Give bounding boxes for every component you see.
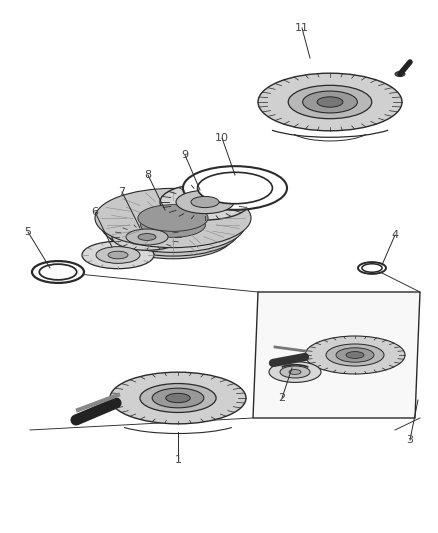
Ellipse shape [269, 361, 321, 382]
Ellipse shape [198, 172, 272, 204]
Ellipse shape [305, 336, 405, 374]
Ellipse shape [138, 205, 208, 231]
Ellipse shape [112, 224, 182, 251]
Text: 8: 8 [145, 170, 152, 180]
Ellipse shape [303, 91, 357, 113]
Ellipse shape [113, 213, 233, 259]
Text: 4: 4 [392, 230, 399, 240]
Ellipse shape [108, 251, 128, 259]
Ellipse shape [160, 184, 250, 220]
Text: 10: 10 [215, 133, 229, 143]
Text: 3: 3 [406, 435, 413, 445]
Ellipse shape [280, 366, 310, 378]
Text: 6: 6 [92, 207, 99, 217]
Ellipse shape [95, 188, 251, 248]
Ellipse shape [358, 262, 386, 274]
Text: 7: 7 [118, 187, 126, 197]
Ellipse shape [107, 206, 239, 256]
Ellipse shape [336, 348, 374, 362]
Ellipse shape [82, 241, 154, 269]
Ellipse shape [140, 384, 216, 413]
Polygon shape [253, 292, 420, 418]
Ellipse shape [176, 190, 234, 214]
Ellipse shape [32, 261, 84, 283]
Text: 11: 11 [295, 23, 309, 33]
Ellipse shape [346, 352, 364, 358]
Text: 5: 5 [25, 227, 32, 237]
Ellipse shape [362, 264, 382, 272]
Ellipse shape [166, 393, 190, 402]
Ellipse shape [101, 198, 245, 252]
Ellipse shape [288, 85, 372, 119]
Ellipse shape [143, 220, 203, 243]
Ellipse shape [110, 372, 246, 424]
Ellipse shape [258, 73, 402, 131]
Text: 9: 9 [181, 150, 189, 160]
Ellipse shape [141, 213, 205, 237]
Ellipse shape [96, 247, 140, 263]
Ellipse shape [395, 71, 405, 77]
Ellipse shape [146, 226, 200, 246]
Text: 2: 2 [279, 393, 286, 403]
Ellipse shape [138, 233, 156, 240]
Ellipse shape [191, 196, 219, 207]
Ellipse shape [39, 264, 77, 280]
Ellipse shape [152, 388, 204, 408]
Ellipse shape [126, 229, 168, 245]
Ellipse shape [326, 344, 384, 366]
Ellipse shape [317, 97, 343, 107]
Ellipse shape [183, 166, 287, 210]
Text: 1: 1 [174, 455, 181, 465]
Ellipse shape [289, 369, 301, 374]
